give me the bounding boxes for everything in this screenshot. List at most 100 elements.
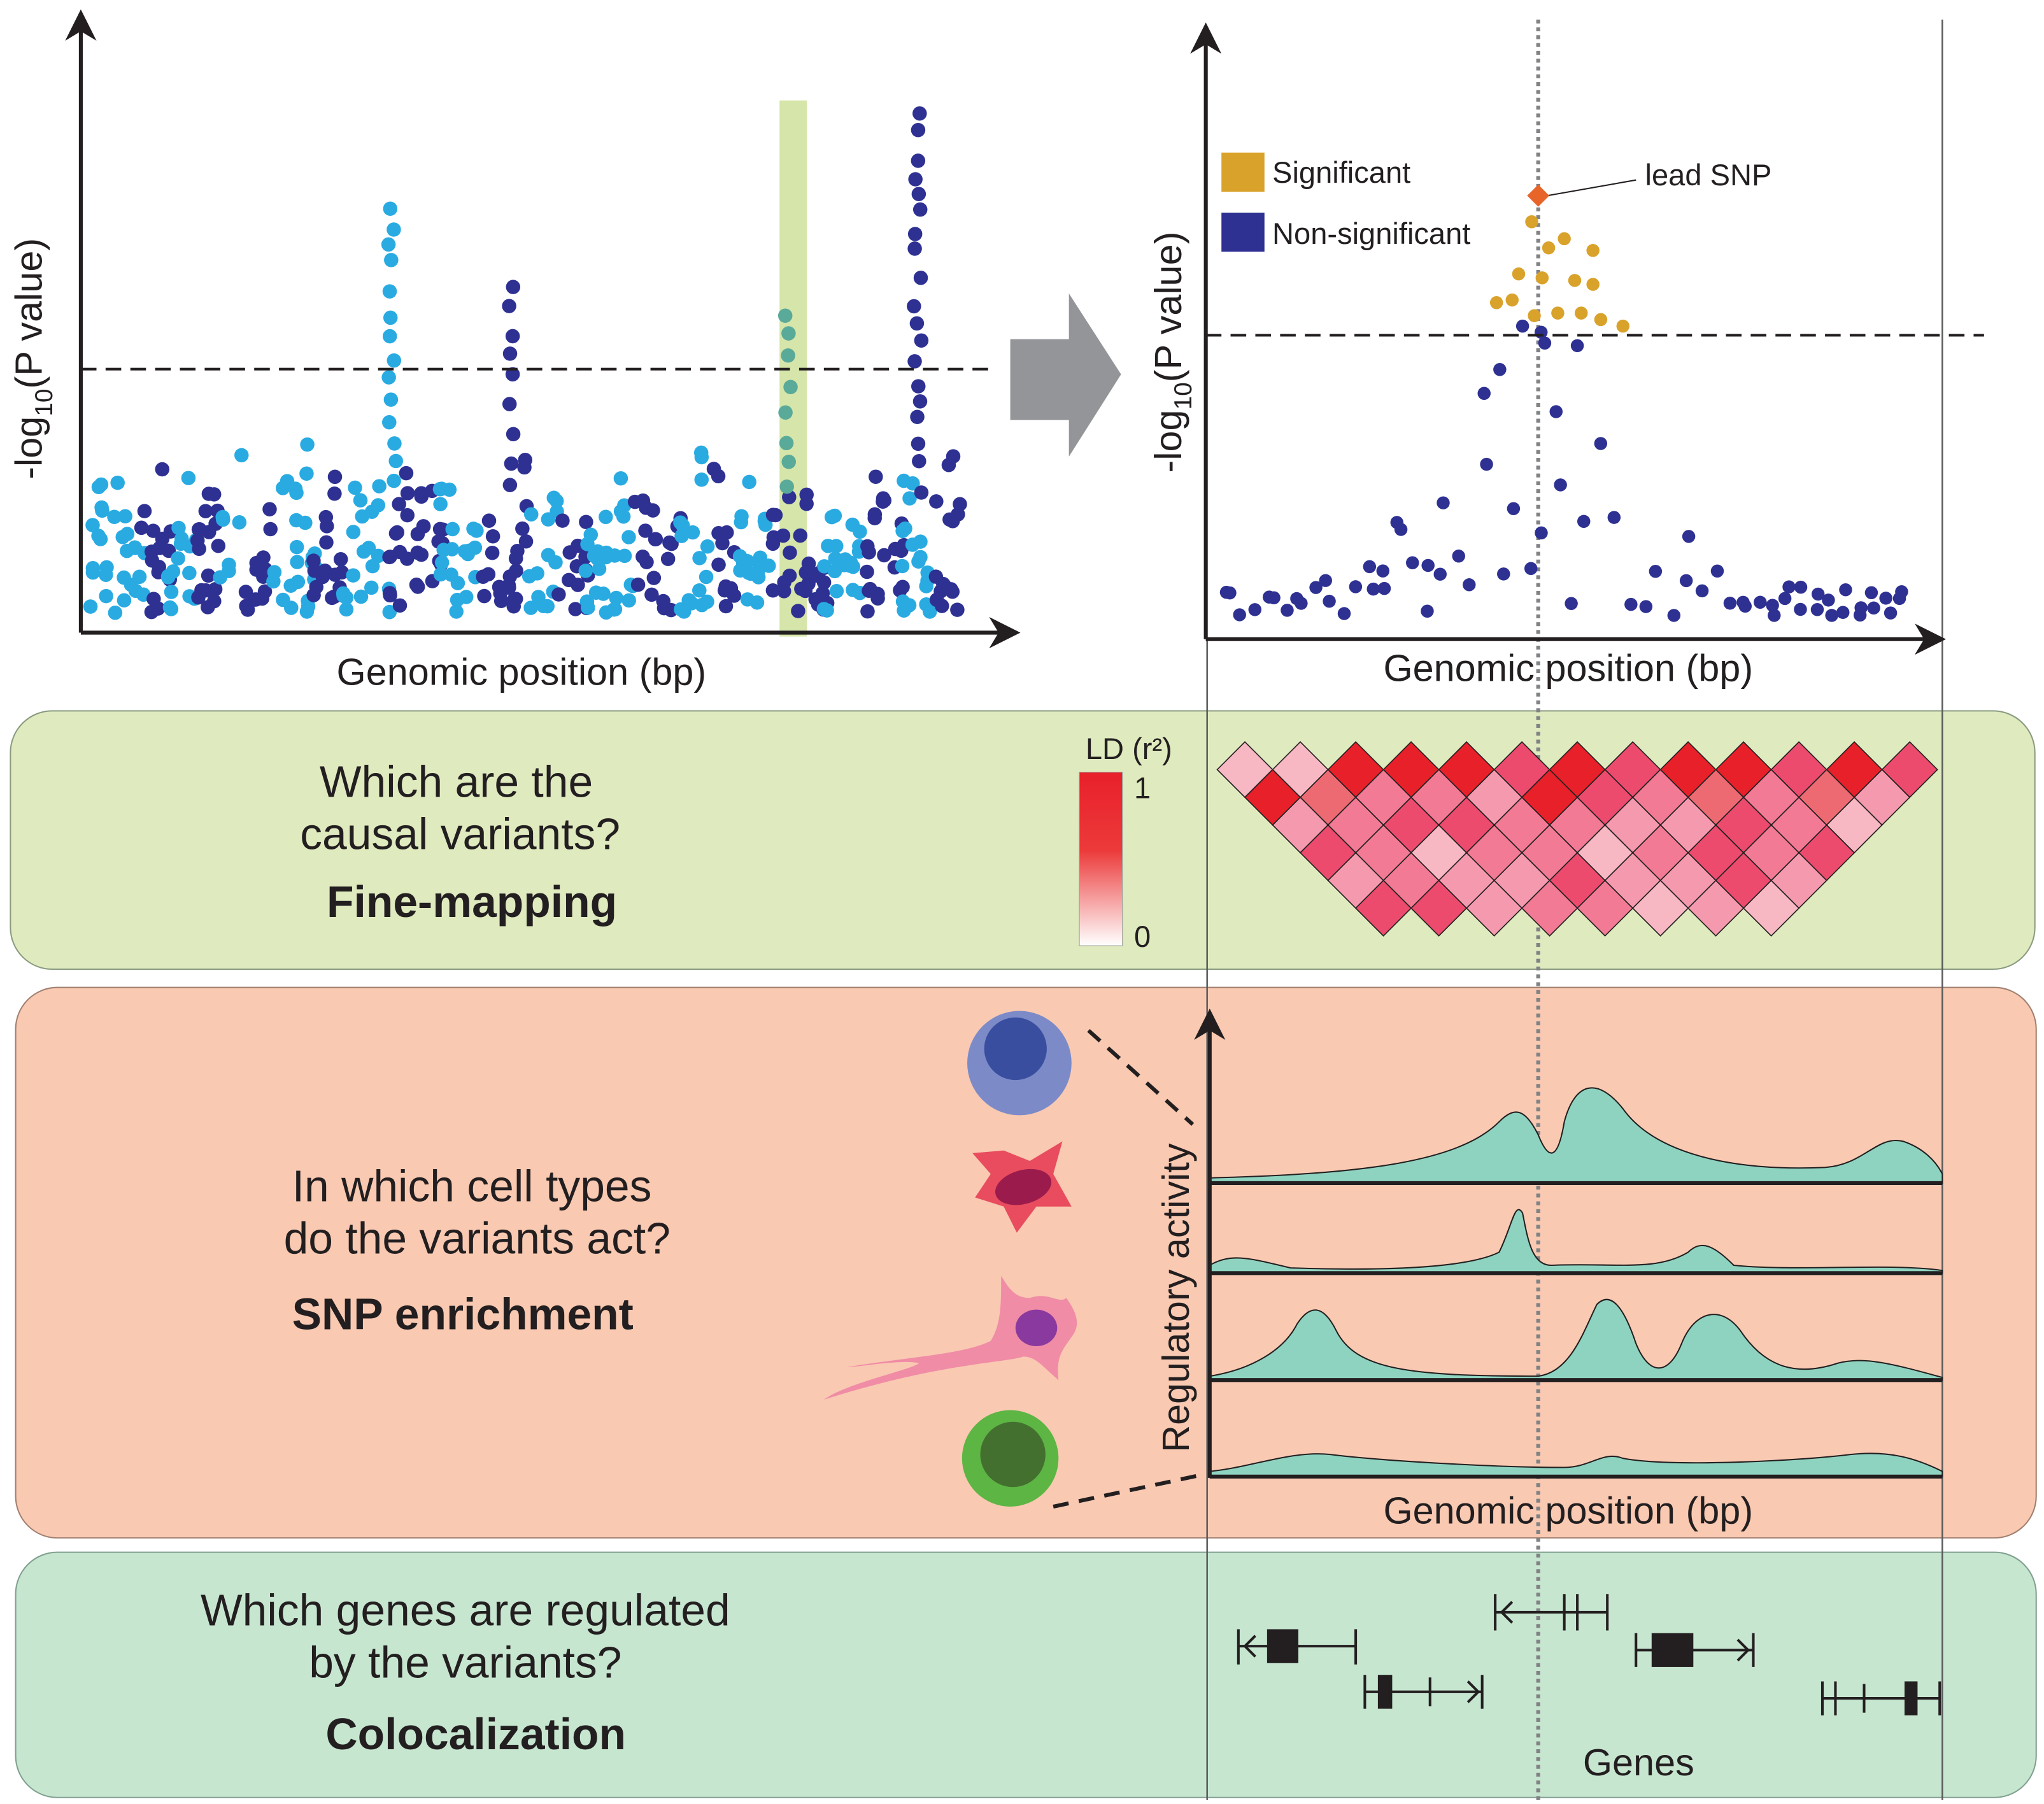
snp-point <box>783 545 797 560</box>
question: do the variants act? <box>284 1214 671 1263</box>
question: Which are the <box>320 757 593 807</box>
snp-point <box>549 494 564 508</box>
snp-point <box>827 508 842 523</box>
snp-point <box>493 593 509 609</box>
snp-point <box>284 600 299 615</box>
snp-point <box>384 253 399 267</box>
snp-point <box>734 509 749 524</box>
snp-point <box>694 450 709 465</box>
snp-point <box>905 476 920 491</box>
snp-point <box>828 539 844 553</box>
snp-point <box>609 590 623 606</box>
snp-point <box>876 494 890 509</box>
snp-point <box>515 521 530 536</box>
snp-point <box>1639 600 1653 613</box>
snp-point <box>781 326 796 341</box>
snp-point <box>914 485 929 500</box>
snp-point <box>907 354 922 369</box>
snp-point <box>171 520 186 536</box>
snp-point <box>765 583 781 598</box>
lead-snp <box>1527 184 1550 207</box>
snp-point <box>327 469 343 485</box>
snp-point <box>1463 578 1476 592</box>
method: SNP enrichment <box>292 1289 634 1339</box>
snp-point <box>768 508 783 523</box>
snp-point <box>1295 597 1308 610</box>
snp-point <box>777 584 791 599</box>
snp-point <box>681 593 696 607</box>
snp-point <box>910 409 925 425</box>
snp-point <box>1528 309 1541 322</box>
snp-point <box>94 477 109 492</box>
snp-point <box>1363 560 1377 574</box>
snp-point <box>914 333 929 348</box>
snp-point <box>1568 274 1582 287</box>
snp-point <box>182 565 197 581</box>
snp-point <box>674 529 689 543</box>
snp-point <box>908 172 923 187</box>
snp-point <box>318 509 334 525</box>
locus-points <box>1219 215 1908 622</box>
snp-point <box>646 571 662 585</box>
snp-point <box>1778 592 1792 606</box>
snp-point <box>1515 319 1529 333</box>
snp-point <box>862 545 876 560</box>
snp-point <box>1782 580 1796 593</box>
snp-point <box>1594 437 1608 450</box>
snp-point <box>1507 502 1521 516</box>
snp-point <box>699 569 714 585</box>
snp-point <box>481 567 496 582</box>
legend-swatch <box>1221 212 1265 252</box>
snp-point <box>685 525 700 540</box>
snp-point <box>1376 564 1389 578</box>
snp-point <box>715 536 730 551</box>
snp-point <box>400 486 415 501</box>
snp-point <box>222 557 236 572</box>
cell-nucleus <box>995 1168 1052 1205</box>
connector <box>1087 1028 1195 1126</box>
snp-point <box>723 581 739 596</box>
snp-point <box>1493 363 1507 376</box>
snp-point <box>765 536 781 551</box>
snp-point <box>1768 609 1781 622</box>
snp-point <box>502 299 516 313</box>
snp-point <box>1535 271 1549 285</box>
snp-point <box>299 604 315 619</box>
snp-point <box>639 555 654 569</box>
snp-point <box>336 586 351 601</box>
snp-point <box>1542 241 1556 255</box>
snp-point <box>1538 336 1552 350</box>
snp-point <box>912 454 926 469</box>
snp-point <box>913 550 928 565</box>
snp-point <box>232 515 247 530</box>
snp-point <box>410 579 425 594</box>
snp-point <box>509 564 523 578</box>
snp-point <box>860 564 874 579</box>
question: Which genes are regulated <box>201 1585 730 1635</box>
snp-point <box>110 475 125 490</box>
snp-point <box>1349 580 1363 593</box>
snp-point <box>201 568 216 583</box>
snp-point <box>660 551 676 566</box>
snp-point <box>506 427 521 442</box>
snp-point <box>467 540 483 555</box>
ld-cell <box>1465 879 1523 937</box>
snp-point <box>288 481 303 496</box>
snp-point <box>382 284 397 299</box>
snp-point <box>783 380 798 395</box>
snp-point <box>208 581 223 597</box>
snp-point <box>870 586 885 601</box>
snp-point <box>718 599 734 614</box>
snp-point <box>694 472 709 487</box>
snp-point <box>107 509 122 524</box>
snp-point <box>1421 604 1434 618</box>
snp-point <box>1452 550 1465 563</box>
snp-point <box>449 604 464 619</box>
ld-cell <box>1410 879 1468 937</box>
snp-point <box>1248 603 1262 616</box>
ld-cell <box>1687 879 1745 937</box>
snp-point <box>502 478 518 492</box>
snp-point <box>951 507 965 522</box>
snp-point <box>518 534 534 549</box>
snp-point <box>913 534 928 549</box>
